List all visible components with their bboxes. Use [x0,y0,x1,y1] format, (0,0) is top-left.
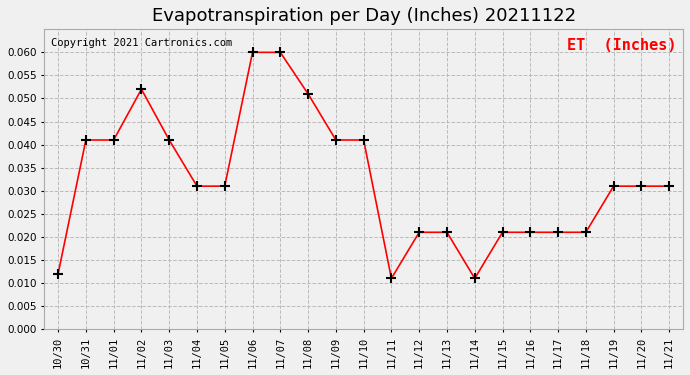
Text: ET  (Inches): ET (Inches) [567,38,677,53]
Title: Evapotranspiration per Day (Inches) 20211122: Evapotranspiration per Day (Inches) 2021… [152,7,575,25]
Text: Copyright 2021 Cartronics.com: Copyright 2021 Cartronics.com [50,38,232,48]
